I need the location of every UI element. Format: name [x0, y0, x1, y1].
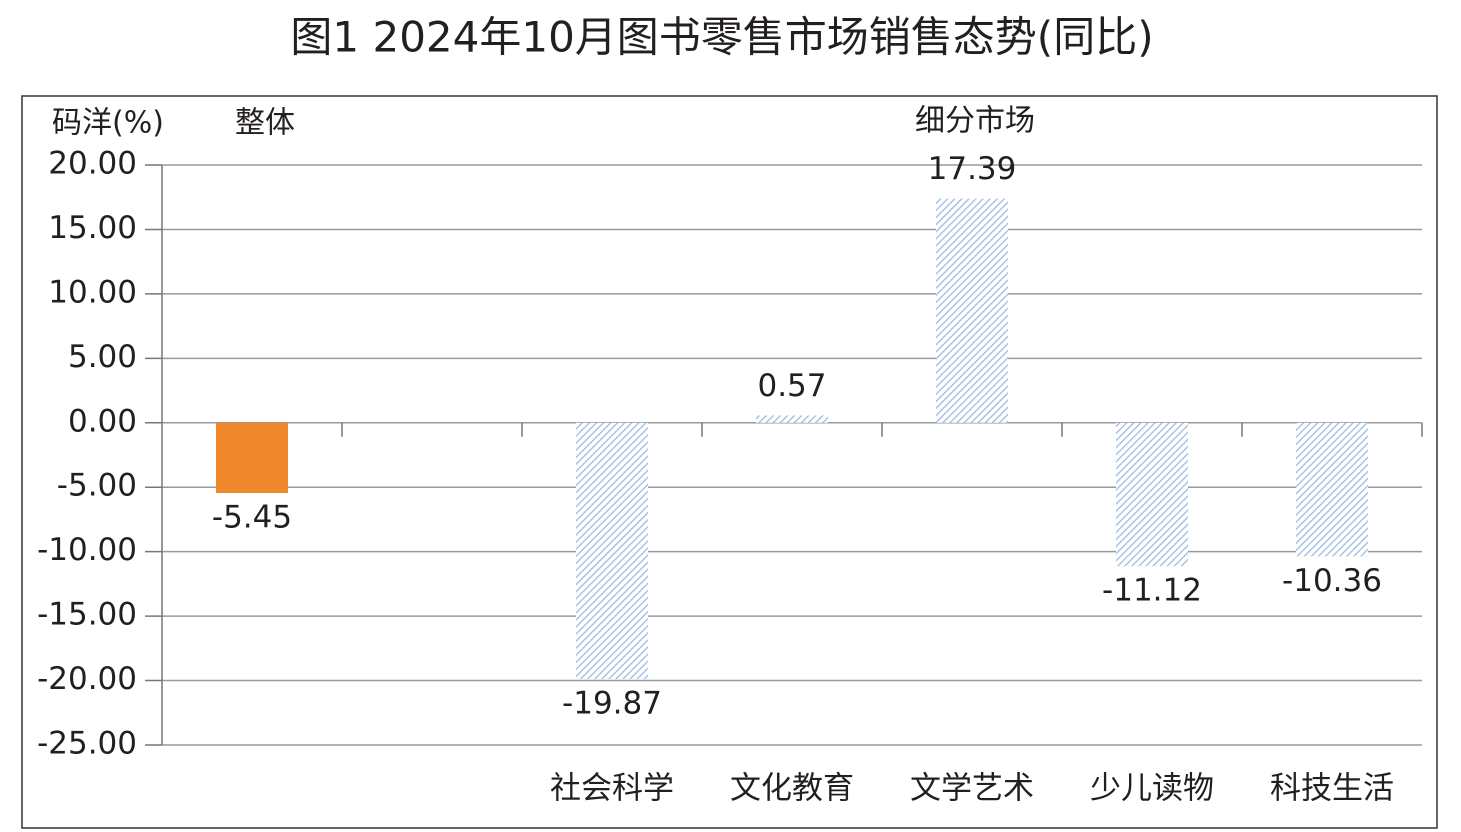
bar: [216, 422, 288, 494]
data-label: 0.57: [757, 368, 826, 404]
y-tick-label: -25.00: [37, 726, 137, 762]
y-tick-label: -5.00: [57, 468, 137, 504]
bar: [1296, 422, 1368, 557]
bar: [576, 422, 648, 679]
chart-title: 图1 2024年10月图书零售市场销售态势(同比): [290, 13, 1153, 62]
group-label: 细分市场: [915, 104, 1035, 139]
y-axis-label: 码洋(%): [52, 106, 164, 141]
y-tick-label: 15.00: [48, 210, 137, 246]
data-label: -10.36: [1282, 563, 1382, 599]
x-tick-label: 社会科学: [550, 771, 674, 807]
y-tick-label: 0.00: [68, 403, 137, 439]
y-tick-label: 10.00: [48, 274, 137, 310]
data-label: -19.87: [562, 685, 662, 721]
data-label: 17.39: [928, 151, 1017, 187]
y-tick-label: -20.00: [37, 661, 137, 697]
y-tick-label: -15.00: [37, 597, 137, 633]
x-tick-label: 少儿读物: [1090, 771, 1214, 807]
y-tick-label: -10.00: [37, 532, 137, 568]
x-tick-label: 文学艺术: [910, 771, 1034, 807]
x-tick-label: 科技生活: [1270, 771, 1394, 807]
data-label: -5.45: [212, 500, 292, 536]
group-label: 整体: [235, 106, 295, 141]
bar: [1116, 422, 1188, 567]
chart-frame: [21, 95, 1438, 829]
data-label: -11.12: [1102, 573, 1202, 609]
x-tick-label: 文化教育: [730, 771, 854, 807]
bar: [756, 415, 828, 423]
bar: [936, 198, 1008, 423]
y-tick-label: 20.00: [48, 146, 137, 182]
y-tick-label: 5.00: [68, 339, 137, 375]
